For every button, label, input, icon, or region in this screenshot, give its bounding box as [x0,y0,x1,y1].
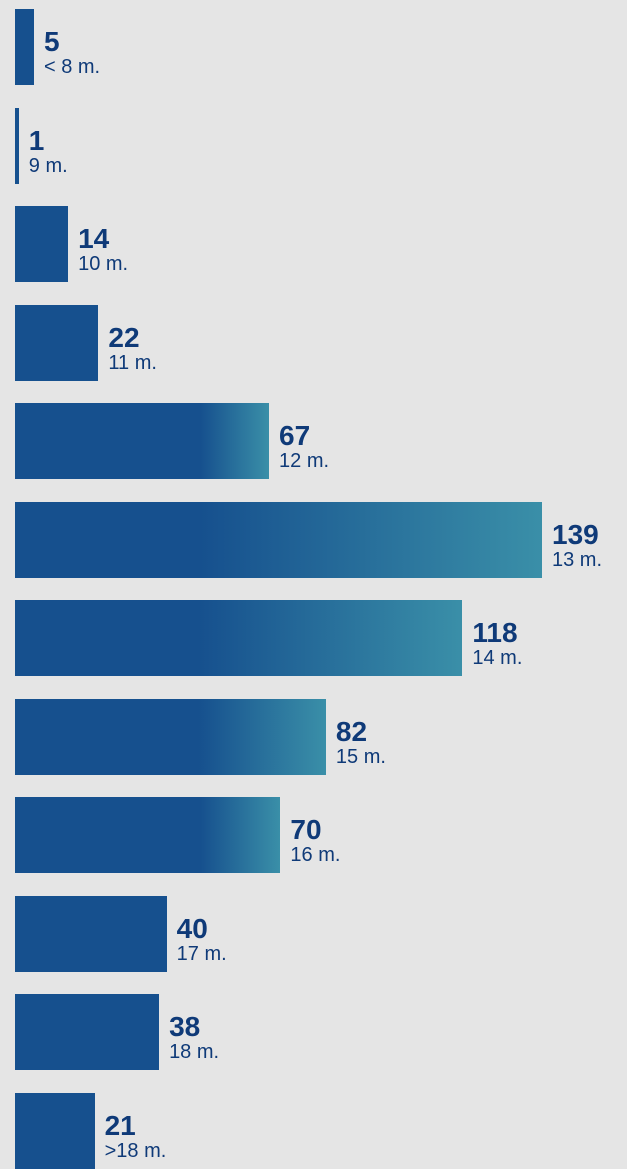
bar-value-label: 21 [104,1109,136,1141]
bar-value-label: 67 [279,420,311,451]
bar [15,403,270,479]
bar-value-label: 1 [28,124,45,156]
bar-category-label: 13 m. [552,548,603,571]
bar-label: 40 17 m. [176,912,227,965]
bar-label: 14 10 m. [78,223,129,275]
bar-value-label: 38 [169,1011,201,1042]
bar-value-label: 70 [290,814,322,845]
bar-category-label: 14 m. [472,647,523,669]
bar-category-label: 12 m. [279,450,330,472]
bar [15,797,281,873]
bar [15,698,326,775]
bar-category-label: 16 m. [290,844,341,866]
bar-category-label: 15 m. [335,745,386,768]
bar-value-label: 5 [43,26,60,57]
bar-category-label: 18 m. [169,1041,220,1063]
bar-label: 82 15 m. [335,715,386,768]
bar [15,501,542,578]
bar-category-label: 10 m. [78,253,129,275]
bar [15,895,167,972]
bar-label: 5 < 8 m. [43,26,101,78]
bar-label: 22 11 m. [108,321,157,374]
bar-value-label: 22 [108,321,140,353]
bar-label: 38 18 m. [169,1011,220,1063]
bar-category-label: >18 m. [104,1139,167,1162]
bar-value-label: 139 [552,518,599,550]
bar-label: 118 14 m. [472,617,523,669]
bar [15,9,34,85]
bar [15,1092,95,1169]
bar-category-label: 9 m. [28,154,68,177]
bar-category-label: 17 m. [176,942,227,965]
bar [15,107,19,184]
bar [15,994,160,1070]
bar-category-label: 11 m. [108,351,157,374]
bar-label: 70 16 m. [290,814,341,866]
bar-label: 67 12 m. [279,420,330,472]
bar-value-label: 14 [78,223,110,254]
bar-category-label: < 8 m. [43,56,101,78]
bar [15,600,463,676]
bar-value-label: 82 [335,715,368,747]
bar-value-label: 118 [472,617,518,648]
bar [15,206,69,282]
bar-label: 21 >18 m. [104,1109,167,1162]
bar-label: 139 13 m. [552,518,603,571]
bar-value-label: 40 [176,912,208,944]
bar [15,304,99,381]
